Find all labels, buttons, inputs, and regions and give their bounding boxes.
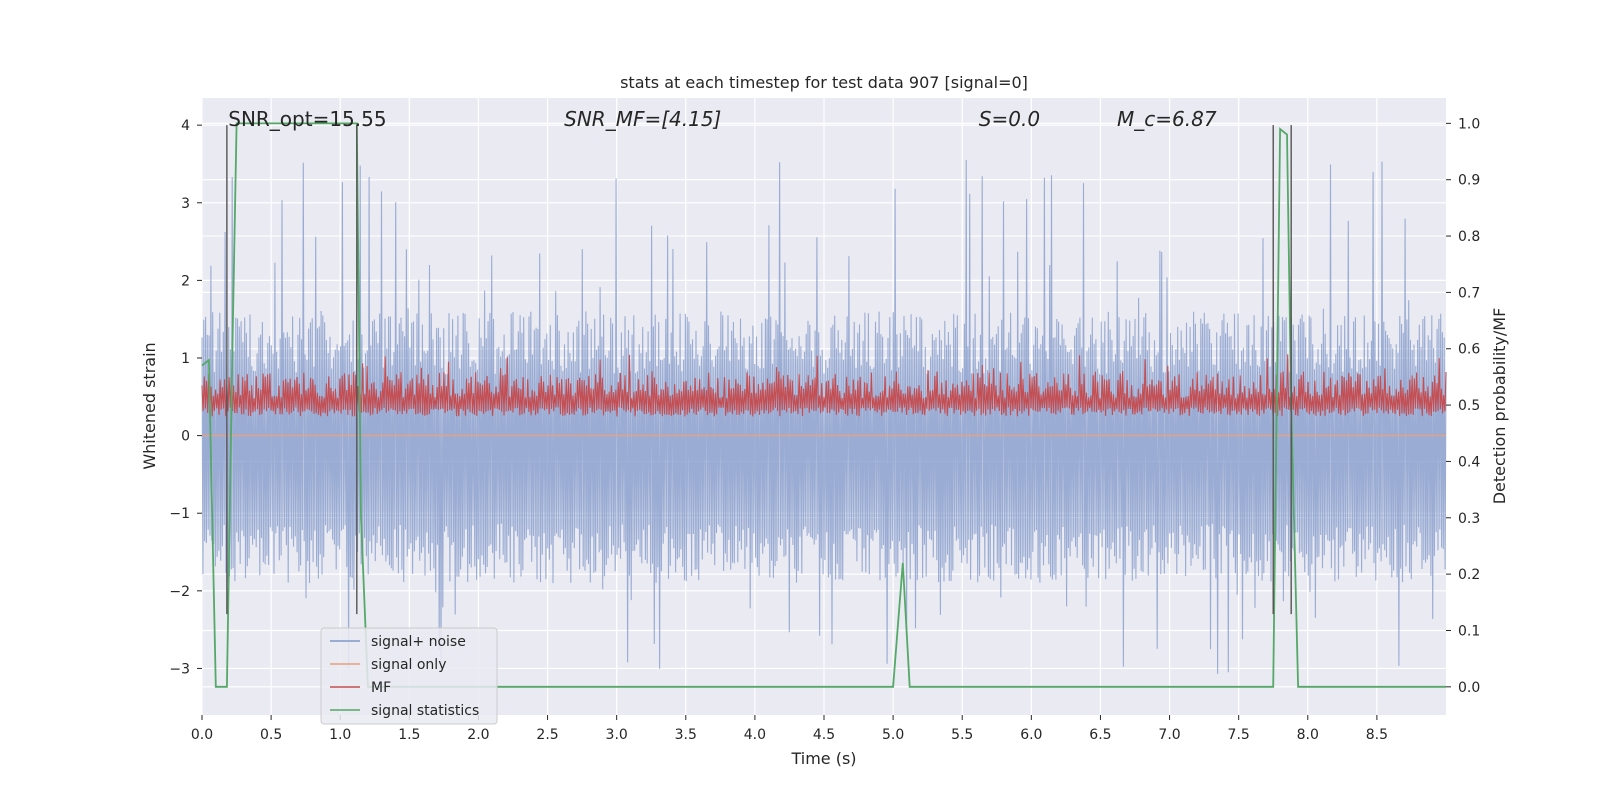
x-tick-label: 1.5 — [398, 727, 420, 743]
x-tick-label: 6.0 — [1020, 727, 1042, 743]
annotation-mc: M_c=6.87 — [1117, 107, 1217, 131]
x-tick-label: 4.5 — [813, 727, 835, 743]
series-signal-noise — [201, 159, 1447, 674]
x-tick-label: 0.0 — [191, 727, 213, 743]
y2-tick-label: 0.9 — [1458, 173, 1480, 189]
tick-labels: 0.0 0.5 1.0 1.5 2.0 2.5 3.0 3.5 4.0 4.5 5.0 5.5 6.0 6… — [169, 116, 1480, 743]
y2-tick-label: 0.6 — [1458, 342, 1480, 358]
legend-label-mf: MF — [371, 680, 391, 696]
legend-box — [320, 627, 498, 725]
x-tick-label: 3.0 — [606, 727, 628, 743]
y2-tick-label: 0.3 — [1458, 511, 1480, 527]
x-tick-label: 3.5 — [675, 727, 697, 743]
legend-label-signal-only: signal only — [371, 657, 446, 673]
x-tick-label: 2.5 — [536, 727, 558, 743]
y-tick-label: 4 — [181, 118, 190, 134]
x-tick-label: 4.0 — [744, 727, 766, 743]
annotation-snr-opt: SNR_opt=15.55 — [228, 107, 386, 131]
y2-tick-label: 0.0 — [1458, 680, 1480, 696]
y-tick-label: −2 — [169, 584, 190, 600]
x-tick-label: 8.5 — [1366, 727, 1388, 743]
x-axis-label: Time (s) — [790, 749, 856, 768]
legend-label-signal-noise: signal+ noise — [371, 634, 466, 650]
x-tick-label: 7.0 — [1158, 727, 1180, 743]
y-tick-label: 1 — [181, 351, 190, 367]
y-tick-label: −3 — [169, 661, 190, 677]
annotation-s: S=0.0 — [979, 107, 1040, 131]
x-tick-label: 0.5 — [260, 727, 282, 743]
annotation-snr-mf: SNR_MF=[4.15] — [564, 107, 721, 131]
x-tick-label: 5.5 — [951, 727, 973, 743]
x-tick-label: 1.0 — [329, 727, 351, 743]
y2-tick-label: 0.2 — [1458, 567, 1480, 583]
chart-title: stats at each timestep for test data 907… — [620, 73, 1028, 92]
y-tick-label: 3 — [181, 196, 190, 212]
series-group — [201, 122, 1447, 688]
y-tick-label: −1 — [169, 506, 190, 522]
y2-tick-label: 0.5 — [1458, 398, 1480, 414]
y-axis-label: Whitened strain — [140, 342, 159, 469]
marker-lines — [226, 125, 1292, 615]
y2-axis-label: Detection probability/MF — [1490, 308, 1509, 505]
y2-tick-label: 1.0 — [1458, 116, 1480, 132]
y-tick-label: 0 — [181, 429, 190, 445]
x-tick-label: 5.0 — [882, 727, 904, 743]
y-tick-label: 2 — [181, 273, 190, 289]
series-mf — [201, 354, 1447, 417]
x-tick-label: 6.5 — [1089, 727, 1111, 743]
x-tick-label: 2.0 — [467, 727, 489, 743]
y2-tick-label: 0.1 — [1458, 623, 1480, 639]
x-tick-label: 8.0 — [1297, 727, 1319, 743]
x-tick-label: 7.5 — [1228, 727, 1250, 743]
y2-tick-label: 0.7 — [1458, 285, 1480, 301]
series-signal-statistics — [201, 122, 1446, 688]
legend-label-signal-statistics: signal statistics — [371, 703, 479, 719]
y2-tick-label: 0.8 — [1458, 229, 1480, 245]
legend: signal+ noise signal only MF signal stat… — [320, 627, 498, 725]
y2-tick-label: 0.4 — [1458, 454, 1480, 470]
